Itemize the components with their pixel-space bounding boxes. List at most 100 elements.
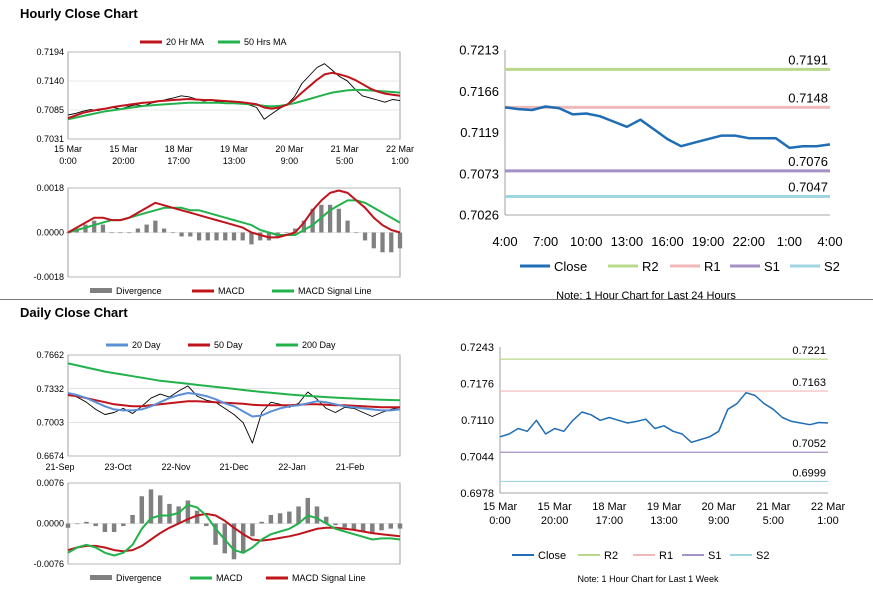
hourly-ma-x-tick: 18 Mar — [165, 144, 193, 154]
hourly-ma-plot-frame — [67, 51, 401, 140]
daily-macd-divergence-bar — [287, 511, 292, 524]
daily-macd-divergence-bar — [148, 489, 154, 524]
hourly-sr-x-tick: 19:00 — [692, 234, 725, 249]
hourly-sr-close-line — [504, 105, 831, 150]
daily-macd-divergence-bar — [379, 523, 384, 531]
hourly-sr-level-label-s1: 0.7076 — [788, 154, 828, 169]
hourly-macd-divergence-bar — [397, 232, 403, 249]
hourly-sr-x-tick: 10:00 — [570, 234, 603, 249]
hourly-ma-y-tick: 0.7140 — [36, 76, 64, 86]
hourly-macd-divergence-bar — [345, 220, 350, 233]
hourly-macd-divergence-bar — [371, 232, 376, 249]
hourly-ma-20hr-line — [67, 71, 401, 120]
daily-macd-divergence-bar — [351, 523, 357, 531]
hourly-macd-divergence-bar — [170, 232, 175, 234]
hourly-macd-divergence-bar — [327, 204, 333, 233]
daily-macd-y-tick: 0.0000 — [36, 519, 64, 529]
daily-sr-legend-label: R1 — [659, 550, 673, 562]
hourly-sr-x-tick: 1:00 — [777, 234, 802, 249]
daily-macd-divergence-bar — [102, 523, 108, 533]
hourly-macd-y-tick: 0.0000 — [36, 228, 64, 238]
daily-sr-close-line — [499, 391, 829, 444]
daily-macd-divergence-bar — [370, 523, 375, 534]
hourly-macd-divergence-bar — [109, 232, 114, 234]
hourly-sr-note: Note: 1 Hour Chart for Last 24 Hours — [556, 290, 736, 302]
hourly-macd-divergence-bar — [188, 232, 193, 237]
daily-macd-divergence-bar — [323, 516, 329, 524]
hourly-ma-x-tick: 17:00 — [167, 156, 190, 166]
daily-macd-divergence-bar — [139, 496, 145, 524]
hourly-ma-y-tick: 0.7194 — [36, 47, 64, 57]
daily-macd-divergence-bar — [360, 523, 366, 533]
daily-sr-legend-label: S2 — [756, 550, 769, 562]
daily-macd-divergence-bar — [333, 523, 338, 526]
daily-ma-x-tick: 22-Nov — [161, 462, 191, 472]
hourly-sr-level-label-r2: 0.7191 — [788, 52, 828, 67]
daily-sr-y-tick: 0.6978 — [460, 488, 494, 500]
hourly-ma-x-tick: 13:00 — [223, 156, 246, 166]
hourly-ma-x-tick: 5:00 — [336, 156, 354, 166]
hourly-macd-divergence-bar — [389, 232, 394, 253]
hourly-sr-x-tick: 13:00 — [611, 234, 644, 249]
daily-ma-y-tick: 0.7332 — [36, 384, 64, 394]
hourly-sr-level-label-s2: 0.7047 — [788, 179, 828, 194]
daily-sr-legend-label: Close — [538, 550, 566, 562]
hourly-sr-y-tick: 0.7166 — [459, 84, 499, 99]
daily-macd-divergence-bar — [231, 523, 237, 560]
daily-ma-legend-50day-label: 50 Day — [214, 340, 243, 350]
hourly-macd-divergence-bar — [258, 232, 263, 241]
hourly-macd-signal-line — [67, 199, 401, 236]
daily-macd-divergence-bar — [397, 523, 403, 529]
daily-macd-divergence-bar — [65, 523, 71, 528]
daily-ma-x-tick: 21-Feb — [336, 462, 365, 472]
daily-sr-y-tick: 0.7044 — [460, 451, 494, 463]
hourly-macd-divergence-bar — [336, 208, 341, 233]
daily-ma-close-line — [67, 385, 401, 444]
hourly-ma-x-tick: 0:00 — [59, 156, 77, 166]
daily-sr-x-tick: 15 Mar — [483, 501, 518, 513]
hourly-macd-divergence-bar — [100, 224, 106, 233]
daily-sr-y-tick: 0.7110 — [461, 415, 494, 427]
daily-macd-divergence-bar — [342, 523, 347, 528]
hourly-macd-divergence-bar — [284, 232, 289, 234]
daily-sr-x-tick: 17:00 — [596, 515, 624, 527]
hourly-section-title: Hourly Close Chart — [20, 6, 138, 21]
hourly-macd-divergence-bar — [301, 220, 307, 233]
section-divider — [0, 299, 873, 300]
hourly-macd-divergence-bar — [127, 232, 132, 234]
daily-macd-divergence-bar — [296, 506, 301, 524]
hourly-macd-divergence-bar — [231, 232, 237, 241]
hourly-ma-x-tick: 9:00 — [281, 156, 299, 166]
daily-sr-x-tick: 13:00 — [650, 515, 678, 527]
hourly-sr-x-tick: 7:00 — [533, 234, 558, 249]
daily-sr-x-tick: 19 Mar — [647, 501, 682, 513]
hourly-sr-legend-label: S1 — [764, 259, 780, 274]
hourly-ma-legend-20hr-label: 20 Hr MA — [166, 37, 204, 47]
daily-macd-divergence-bar — [268, 514, 274, 524]
daily-macd-legend-signal-label: MACD Signal Line — [292, 573, 366, 583]
daily-macd-divergence-bar — [277, 513, 283, 524]
daily-macd-divergence-bar — [240, 523, 246, 554]
hourly-ma-x-tick: 1:00 — [391, 156, 409, 166]
daily-macd-divergence-bar — [111, 523, 117, 533]
daily-macd-divergence-bar — [259, 521, 264, 524]
daily-macd-divergence-bar — [185, 500, 191, 524]
hourly-macd-legend-divergence-label: Divergence — [116, 286, 162, 296]
hourly-sr-x-tick: 22:00 — [732, 234, 765, 249]
daily-sr-x-tick: 15 Mar — [538, 501, 573, 513]
hourly-macd-divergence-bar — [92, 220, 97, 233]
daily-macd-divergence-bar — [204, 523, 209, 527]
daily-sr-x-tick: 0:00 — [489, 515, 510, 527]
hourly-macd-divergence-bar — [135, 228, 141, 233]
hourly-macd-divergence-bar — [196, 232, 202, 241]
hourly-ma-x-tick: 15 Mar — [54, 144, 82, 154]
hourly-macd-divergence-bar — [214, 232, 219, 241]
daily-ma-x-tick: 21-Sep — [45, 462, 74, 472]
hourly-macd-divergence-bar — [65, 232, 71, 234]
daily-ma-200day-line — [67, 362, 401, 402]
hourly-sr-x-tick: 4:00 — [492, 234, 517, 249]
daily-macd-divergence-bar — [250, 523, 255, 537]
daily-ma-x-tick: 23-Oct — [104, 462, 132, 472]
daily-sr-x-tick: 5:00 — [763, 515, 784, 527]
hourly-macd-divergence-bar — [223, 232, 228, 241]
